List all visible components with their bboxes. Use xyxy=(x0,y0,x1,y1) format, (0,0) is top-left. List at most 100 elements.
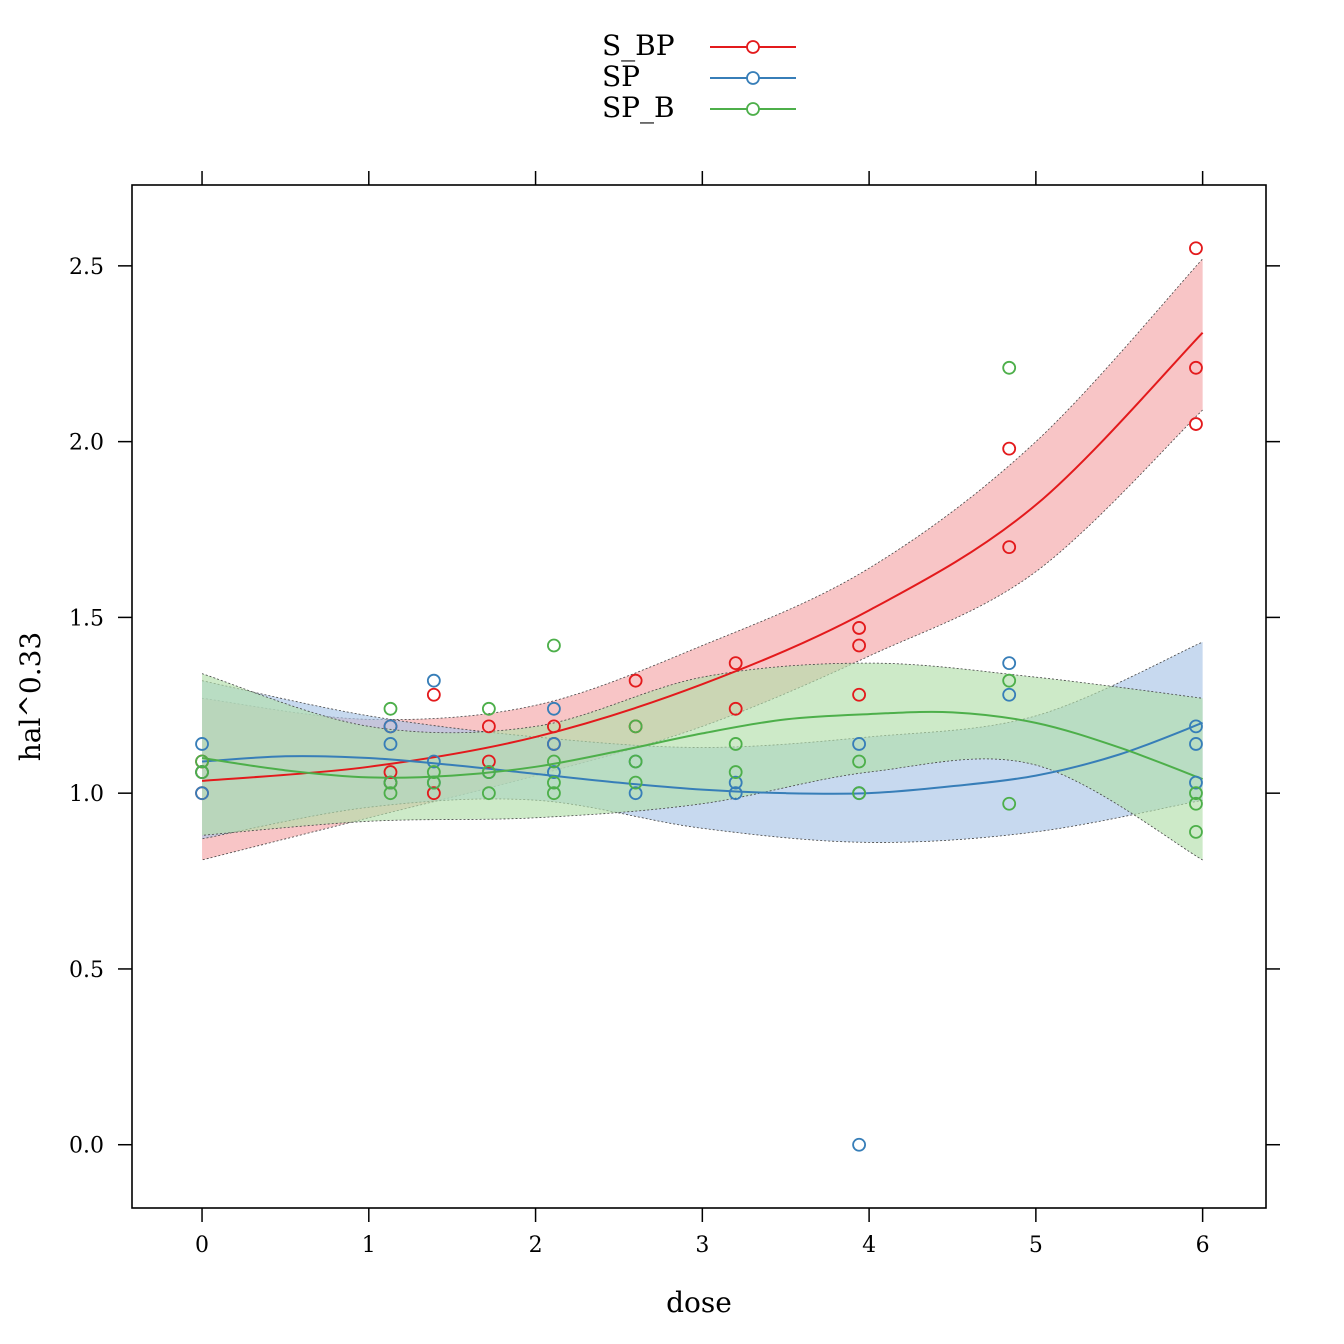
data-point xyxy=(628,786,643,801)
legend-item-sp-b: SP_B xyxy=(600,92,820,123)
legend-marker xyxy=(746,102,760,116)
data-point xyxy=(481,701,496,716)
data-point xyxy=(547,754,561,769)
data-point xyxy=(426,754,441,769)
data-point xyxy=(426,687,441,702)
data-point xyxy=(195,765,209,779)
data-point xyxy=(852,1137,866,1152)
legend: S_BP SP SP_B xyxy=(600,30,820,123)
data-point xyxy=(1002,687,1017,702)
fit-line xyxy=(201,710,1203,781)
data-point xyxy=(547,786,561,801)
data-point xyxy=(195,737,209,751)
legend-key-icon xyxy=(710,71,796,85)
data-point xyxy=(1002,540,1017,554)
y-tick-label: 1.5 xyxy=(69,606,104,631)
data-point xyxy=(1189,775,1203,790)
data-point xyxy=(426,786,441,801)
data-point xyxy=(1189,824,1203,839)
data-point xyxy=(1189,737,1203,751)
data-point xyxy=(481,754,496,769)
x-tick-label: 1 xyxy=(362,1233,376,1258)
legend-item-sp: SP xyxy=(600,61,820,92)
data-point xyxy=(1189,796,1203,811)
band-upper-edge xyxy=(201,662,1203,734)
legend-label: SP_B xyxy=(602,91,675,124)
data-point xyxy=(547,701,561,716)
data-point xyxy=(383,737,398,751)
y-tick-label: 1.0 xyxy=(69,782,104,807)
axes: 0 1 2 3 4 5 6 0.0 0.5 1.0 1.5 2.0 2.5 xyxy=(69,171,1280,1258)
data-point xyxy=(1189,786,1203,801)
legend-marker xyxy=(746,40,760,54)
data-point xyxy=(547,638,561,653)
fit-line xyxy=(201,331,1204,782)
x-tick-label: 0 xyxy=(195,1233,209,1258)
data-point xyxy=(426,775,441,790)
data-point xyxy=(728,775,743,790)
legend-item-s-bp: S_BP xyxy=(600,30,820,61)
data-point xyxy=(728,786,743,801)
data-point xyxy=(728,765,743,779)
data-point xyxy=(481,786,496,801)
data-point xyxy=(852,638,866,653)
data-point xyxy=(1002,441,1017,456)
data-point xyxy=(852,687,866,702)
data-point xyxy=(195,786,209,801)
legend-marker xyxy=(746,71,760,85)
data-point xyxy=(852,737,866,751)
data-point xyxy=(195,754,209,769)
band-upper-edge xyxy=(201,258,1203,720)
x-tick-label: 2 xyxy=(529,1233,543,1258)
data-point xyxy=(1189,241,1203,256)
data-point xyxy=(728,737,743,751)
y-tick-label: 2.0 xyxy=(69,431,104,456)
data-point xyxy=(628,775,643,790)
data-point xyxy=(547,737,561,751)
data-point xyxy=(383,786,398,801)
data-point xyxy=(852,621,866,635)
data-point xyxy=(383,775,398,790)
y-tick-label: 0.5 xyxy=(69,958,104,983)
x-tick-label: 4 xyxy=(862,1233,876,1258)
data-point xyxy=(383,765,398,779)
x-tick-label: 5 xyxy=(1029,1233,1043,1258)
data-point xyxy=(728,701,743,716)
data-point xyxy=(383,701,398,716)
confidence-band xyxy=(202,663,1203,860)
legend-label: S_BP xyxy=(602,29,675,62)
data-point xyxy=(547,775,561,790)
fit-line xyxy=(201,721,1203,795)
legend-key-icon xyxy=(710,40,796,54)
data-points xyxy=(195,241,1203,1152)
data-point xyxy=(547,765,561,779)
plot-frame xyxy=(131,184,1267,1209)
data-point xyxy=(1002,673,1017,688)
data-point xyxy=(1002,360,1017,375)
legend-label: SP xyxy=(602,60,641,93)
x-tick-label: 6 xyxy=(1196,1233,1210,1258)
y-tick-label: 2.5 xyxy=(69,255,104,280)
data-point xyxy=(728,656,743,671)
data-point xyxy=(628,754,643,769)
x-axis-label: dose xyxy=(666,1286,732,1319)
data-point xyxy=(426,673,441,688)
data-point xyxy=(1189,417,1203,431)
data-point xyxy=(426,765,441,779)
y-tick-label: 0.0 xyxy=(69,1134,104,1159)
data-point xyxy=(628,719,643,734)
data-point xyxy=(852,786,866,801)
data-point xyxy=(481,719,496,734)
data-point xyxy=(547,719,561,734)
y-axis-label: hal^0.33 xyxy=(14,632,47,762)
data-point xyxy=(1189,360,1203,375)
data-point xyxy=(481,765,496,779)
band-lower-edge xyxy=(202,758,1203,861)
data-point xyxy=(852,754,866,769)
x-tick-label: 3 xyxy=(695,1233,709,1258)
fit-lines xyxy=(201,331,1204,795)
data-point xyxy=(383,719,398,734)
data-point xyxy=(628,673,643,688)
legend-key-icon xyxy=(710,102,796,116)
